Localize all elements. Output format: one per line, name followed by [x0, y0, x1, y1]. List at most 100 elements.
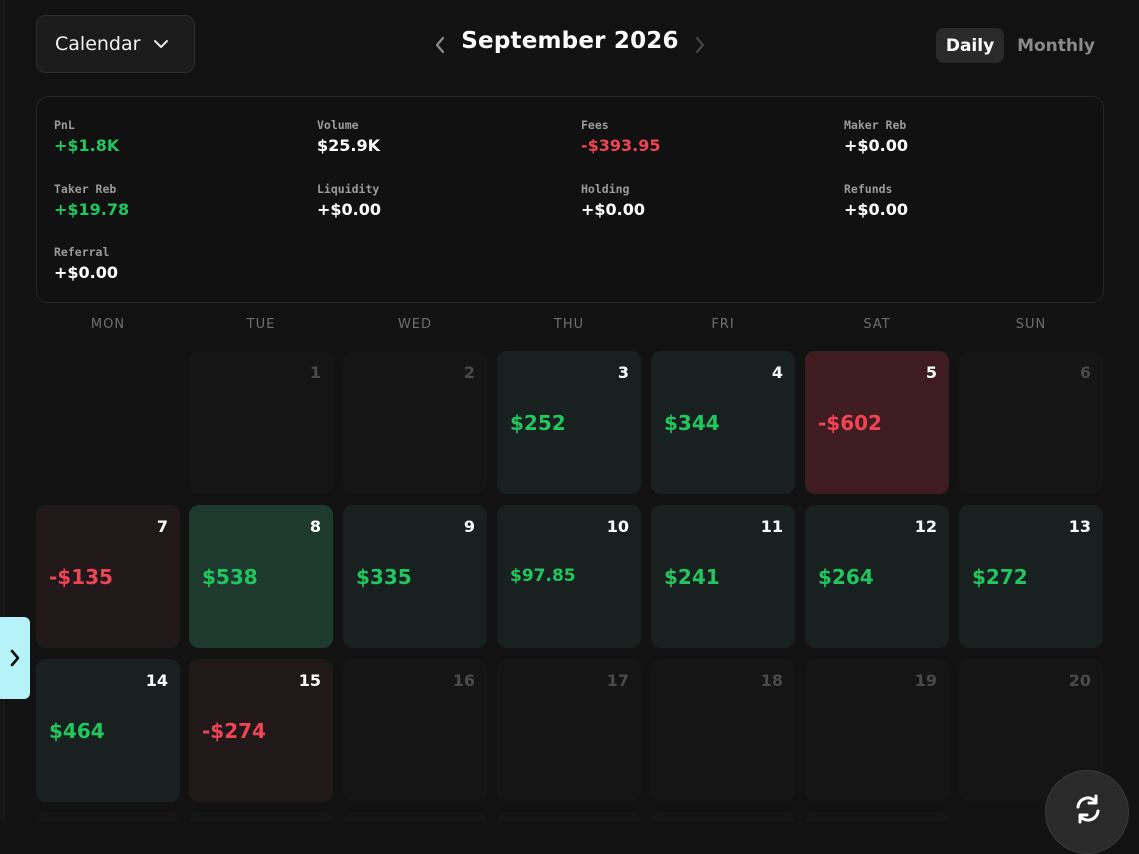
stat-refunds: Refunds +$0.00	[844, 182, 1084, 219]
day-cell[interactable]: 17	[497, 659, 641, 802]
day-number: 19	[914, 671, 937, 690]
stat-value: +$19.78	[54, 200, 130, 219]
day-number: 11	[760, 517, 783, 536]
day-number: 13	[1068, 517, 1091, 536]
day-cell[interactable]: 6	[959, 351, 1103, 494]
day-cell[interactable]	[805, 812, 949, 822]
day-pnl: $97.85	[510, 566, 576, 586]
stat-referral: Referral +$0.00	[54, 245, 294, 282]
view-select-label: Calendar	[55, 33, 141, 55]
stat-value: +$0.00	[581, 200, 646, 219]
stat-fees: Fees -$393.95	[581, 118, 821, 155]
day-pnl: $241	[664, 565, 720, 589]
chevron-down-icon	[154, 40, 169, 48]
stat-label: Liquidity	[317, 182, 380, 196]
chevron-right-icon	[10, 649, 20, 667]
stat-value: +$0.00	[54, 263, 119, 282]
day-number: 9	[463, 517, 475, 536]
stat-label: Fees	[581, 118, 609, 132]
day-cell[interactable]: 8 $538	[189, 505, 333, 648]
weekday-sat: SAT	[863, 317, 891, 332]
day-number: 8	[309, 517, 321, 536]
stat-value: -$393.95	[581, 136, 661, 155]
weekday-sun: SUN	[1015, 317, 1047, 332]
day-pnl: $252	[510, 411, 566, 435]
day-cell[interactable]: 9 $335	[343, 505, 487, 648]
month-title: September 2026	[461, 28, 679, 54]
day-number: 5	[925, 363, 937, 382]
day-cell[interactable]	[651, 812, 795, 822]
weekday-tue: TUE	[246, 317, 276, 332]
day-cell[interactable]: 12 $264	[805, 505, 949, 648]
day-pnl: $538	[202, 565, 258, 589]
day-number: 17	[606, 671, 629, 690]
day-cell[interactable]: 3 $252	[497, 351, 641, 494]
day-number: 15	[298, 671, 321, 690]
day-number: 14	[145, 671, 168, 690]
stat-label: Volume	[317, 118, 359, 132]
left-edge	[0, 0, 5, 822]
day-cell[interactable]: 1	[189, 351, 333, 494]
day-number: 2	[463, 363, 475, 382]
stat-liquidity: Liquidity +$0.00	[317, 182, 557, 219]
stat-value: +$0.00	[317, 200, 382, 219]
stat-label: Holding	[581, 182, 630, 196]
day-number: 16	[452, 671, 475, 690]
stats-panel: PnL +$1.8K Volume $25.9K Fees -$393.95 M…	[36, 96, 1104, 303]
day-cell[interactable]: 4 $344	[651, 351, 795, 494]
next-month-button[interactable]	[690, 34, 710, 56]
day-number: 7	[156, 517, 168, 536]
stat-value: +$0.00	[844, 200, 909, 219]
day-number: 3	[617, 363, 629, 382]
day-pnl: $264	[818, 565, 874, 589]
stat-label: Maker Reb	[844, 118, 907, 132]
weekday-fri: FRI	[711, 317, 735, 332]
prev-month-button[interactable]	[430, 34, 450, 56]
day-cell[interactable]: 18	[651, 659, 795, 802]
refresh-button[interactable]	[1045, 770, 1129, 854]
day-cell[interactable]: 16	[343, 659, 487, 802]
stat-value: $25.9K	[317, 136, 381, 155]
day-number: 12	[914, 517, 937, 536]
day-number: 20	[1068, 671, 1091, 690]
stat-pnl: PnL +$1.8K	[54, 118, 294, 155]
day-cell[interactable]: 7 -$135	[36, 505, 180, 648]
stat-volume: Volume $25.9K	[317, 118, 557, 155]
day-pnl: $272	[972, 565, 1028, 589]
chevron-right-icon	[695, 36, 705, 54]
day-cell[interactable]	[497, 812, 641, 822]
day-cell[interactable]: 5 -$602	[805, 351, 949, 494]
day-pnl: -$135	[49, 565, 113, 589]
day-cell[interactable]: 15 -$274	[189, 659, 333, 802]
stat-label: Referral	[54, 245, 110, 259]
day-cell[interactable]: 2	[343, 351, 487, 494]
day-number: 4	[771, 363, 783, 382]
stat-value: +$0.00	[844, 136, 909, 155]
monthly-toggle-button[interactable]: Monthly	[1017, 35, 1095, 56]
day-cell[interactable]: 10 $97.85	[497, 505, 641, 648]
weekday-thu: THU	[553, 317, 585, 332]
day-cell[interactable]	[189, 812, 333, 822]
day-cell[interactable]: 13 $272	[959, 505, 1103, 648]
day-number: 1	[309, 363, 321, 382]
day-number: 6	[1079, 363, 1091, 382]
chevron-left-icon	[435, 36, 445, 54]
stat-holding: Holding +$0.00	[581, 182, 821, 219]
day-cell[interactable]	[343, 812, 487, 822]
day-number: 18	[760, 671, 783, 690]
day-pnl: -$602	[818, 411, 882, 435]
day-pnl: -$274	[202, 719, 266, 743]
day-pnl: $344	[664, 411, 720, 435]
daily-toggle-button[interactable]: Daily	[936, 28, 1004, 63]
view-select-dropdown[interactable]: Calendar	[36, 15, 195, 73]
stat-label: Taker Reb	[54, 182, 117, 196]
refresh-icon	[1076, 794, 1100, 824]
stat-maker-reb: Maker Reb +$0.00	[844, 118, 1084, 155]
sidebar-expand-button[interactable]	[0, 617, 30, 699]
stat-value: +$1.8K	[54, 136, 120, 155]
day-cell[interactable]: 11 $241	[651, 505, 795, 648]
day-cell[interactable]	[36, 812, 180, 822]
weekday-mon: MON	[90, 317, 126, 332]
day-cell[interactable]: 19	[805, 659, 949, 802]
day-cell[interactable]: 14 $464	[36, 659, 180, 802]
